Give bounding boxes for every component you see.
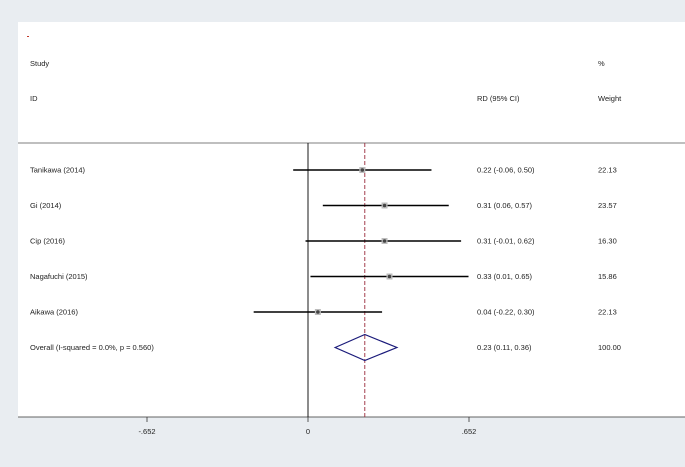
point-estimate — [316, 310, 320, 314]
point-estimate — [360, 168, 365, 172]
study-label: Cip (2016) — [30, 237, 66, 246]
overall-diamond — [333, 333, 399, 362]
overall-weight-label: 100.00 — [598, 343, 621, 352]
point-estimate — [382, 203, 387, 208]
overall-label: Overall (I-squared = 0.0%, p = 0.560) — [30, 343, 154, 352]
weight-label: 16.30 — [598, 237, 617, 246]
overall-rd-ci-label: 0.23 (0.11, 0.36) — [477, 343, 532, 352]
x-tick-label: -.652 — [138, 427, 155, 436]
point-estimate — [387, 274, 392, 279]
plot-background — [18, 22, 685, 417]
rd-ci-label: 0.31 (-0.01, 0.62) — [477, 237, 535, 246]
rd-ci-label: 0.04 (-0.22, 0.30) — [477, 308, 535, 317]
weight-label: 22.13 — [598, 308, 617, 317]
study-label: Aikawa (2016) — [30, 308, 78, 317]
rd-ci-label: 0.33 (0.01, 0.65) — [477, 272, 533, 281]
study-label: Nagafuchi (2015) — [30, 272, 88, 281]
header-study: Study — [30, 59, 49, 68]
plot-layer: Tanikawa (2014) 0.22 (-0.06, 0.50) 22.13 Gi… — [30, 143, 621, 436]
header-percent: % — [598, 59, 605, 68]
weight-label: 15.86 — [598, 272, 617, 281]
x-tick-label: 0 — [306, 427, 310, 436]
header-weight: Weight — [598, 94, 622, 103]
study-label: Gi (2014) — [30, 201, 62, 210]
rd-ci-label: 0.22 (-0.06, 0.50) — [477, 166, 535, 175]
corner-marker — [27, 36, 29, 37]
header-id: ID — [30, 94, 38, 103]
header-rd: RD (95% CI) — [477, 94, 520, 103]
study-label: Tanikawa (2014) — [30, 166, 86, 175]
weight-label: 22.13 — [598, 166, 617, 175]
point-estimate — [382, 239, 387, 243]
rd-ci-label: 0.31 (0.06, 0.57) — [477, 201, 533, 210]
weight-label: 23.57 — [598, 201, 617, 210]
x-tick-label: .652 — [462, 427, 477, 436]
